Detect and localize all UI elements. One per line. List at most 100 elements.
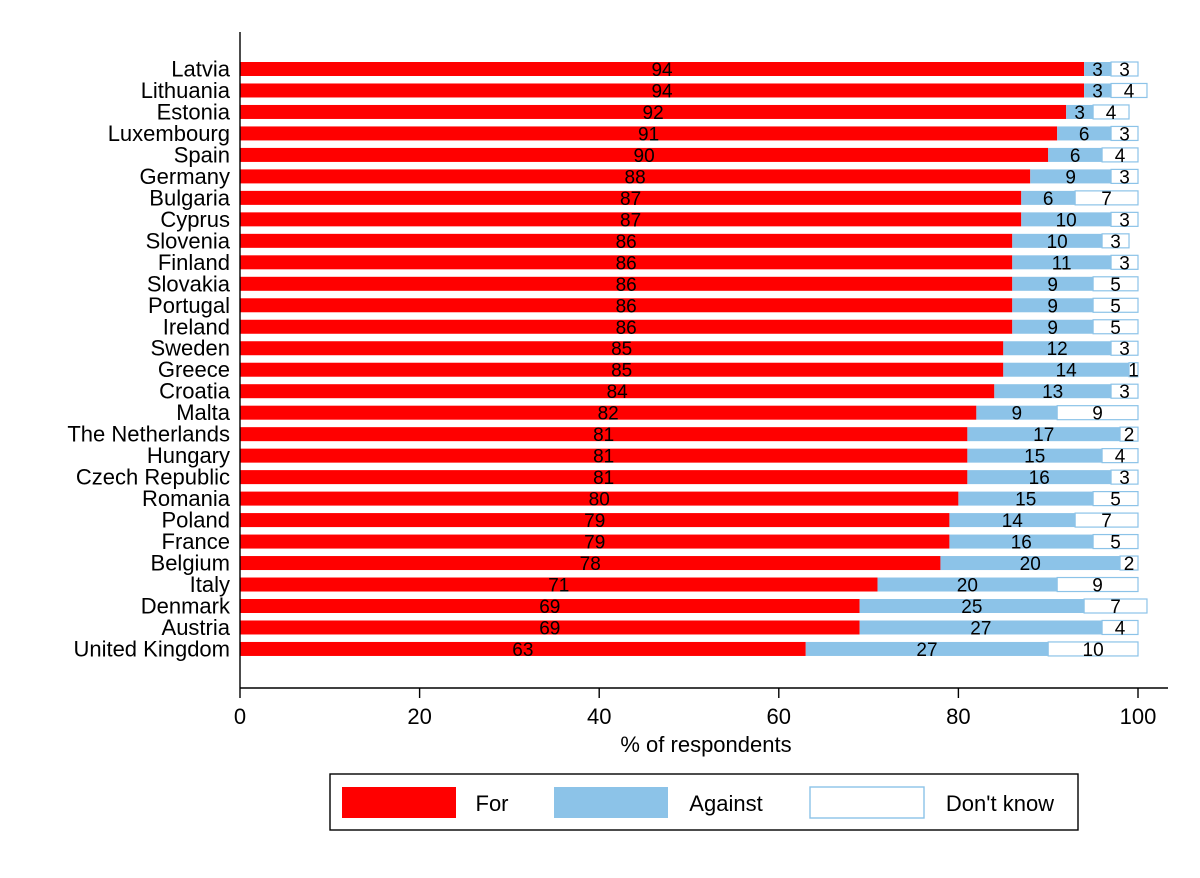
- value-label-spain-for: 90: [634, 146, 655, 167]
- x-tick-label-100: 100: [1120, 704, 1157, 729]
- bar-poland-against: [949, 513, 1076, 528]
- value-label-france-against: 16: [1011, 533, 1032, 554]
- bar-greece-for: [240, 362, 1004, 377]
- value-label-latvia-don-t-know: 3: [1119, 60, 1130, 81]
- category-label-belgium: Belgium: [151, 551, 230, 576]
- value-label-portugal-don-t-know: 5: [1110, 296, 1121, 317]
- value-label-united-kingdom-against: 27: [916, 640, 937, 661]
- axes-layer: 0 20 40 60 80 100: [234, 32, 1168, 729]
- category-label-poland: Poland: [161, 508, 230, 533]
- bar-ireland-don-t-know: [1092, 319, 1139, 335]
- bar-austria-against: [859, 620, 1103, 635]
- value-label-malta-against: 9: [1011, 404, 1022, 425]
- bar-united-kingdom-against: [805, 641, 1049, 656]
- bar-germany-for: [240, 169, 1031, 184]
- bar-france-don-t-know: [1092, 533, 1139, 550]
- value-label-belgium-for: 78: [580, 554, 601, 575]
- value-label-finland-for: 86: [616, 253, 637, 274]
- bar-bulgaria-for: [240, 190, 1022, 205]
- category-label-czech-republic: Czech Republic: [76, 465, 230, 490]
- bar-poland-for: [240, 513, 950, 528]
- x-axis-title: % of respondents: [620, 732, 791, 757]
- value-label-bulgaria-against: 6: [1043, 189, 1054, 210]
- bar-germany-against: [1030, 169, 1112, 184]
- legend: For Against Don't know: [329, 773, 1079, 831]
- value-label-austria-against: 27: [970, 618, 991, 639]
- value-label-belgium-don-t-know: 2: [1124, 554, 1135, 575]
- bar-ireland-for: [240, 319, 1013, 334]
- bar-croatia-for: [240, 384, 995, 399]
- bar-sweden-for: [240, 341, 1004, 356]
- bar-poland-don-t-know: [1074, 512, 1139, 528]
- bar-bulgaria-don-t-know: [1074, 190, 1139, 206]
- value-label-latvia-for: 94: [651, 60, 673, 81]
- value-label-cyprus-don-t-know: 3: [1119, 210, 1130, 231]
- category-label-slovakia: Slovakia: [147, 271, 231, 296]
- value-label-sweden-against: 12: [1047, 339, 1068, 360]
- value-label-poland-for: 79: [584, 511, 605, 532]
- bar-spain-for: [240, 147, 1049, 162]
- value-label-the-netherlands-against: 17: [1033, 425, 1054, 446]
- bar-italy-against: [877, 577, 1058, 592]
- bar-estonia-against: [1066, 104, 1094, 119]
- value-label-czech-republic-against: 16: [1029, 468, 1050, 489]
- value-label-czech-republic-don-t-know: 3: [1119, 468, 1130, 489]
- value-label-estonia-don-t-know: 4: [1106, 103, 1117, 124]
- value-label-germany-don-t-know: 3: [1119, 167, 1130, 188]
- bar-belgium-for: [240, 556, 941, 571]
- bar-ireland-against: [1012, 319, 1094, 334]
- legend-swatch-for: [342, 787, 456, 818]
- value-label-luxembourg-against: 6: [1079, 124, 1090, 145]
- category-label-estonia: Estonia: [157, 99, 231, 124]
- bar-greece-against: [1003, 362, 1130, 377]
- bar-the-netherlands-don-t-know: [1119, 426, 1139, 442]
- bar-luxembourg-against: [1057, 126, 1112, 141]
- bar-cyprus-against: [1021, 212, 1112, 227]
- category-label-italy: Italy: [190, 572, 230, 597]
- category-label-denmark: Denmark: [141, 594, 231, 619]
- category-label-hungary: Hungary: [147, 443, 230, 468]
- bar-belgium-don-t-know: [1119, 555, 1139, 571]
- bar-cyprus-don-t-know: [1110, 211, 1139, 227]
- bar-malta-don-t-know: [1056, 405, 1139, 421]
- value-label-latvia-against: 3: [1092, 60, 1103, 81]
- value-label-austria-for: 69: [539, 618, 560, 639]
- value-label-estonia-for: 92: [643, 103, 664, 124]
- value-label-slovakia-don-t-know: 5: [1110, 275, 1121, 296]
- bar-malta-for: [240, 405, 977, 420]
- bar-italy-for: [240, 577, 878, 592]
- category-label-spain: Spain: [174, 142, 230, 167]
- x-tick-label-0: 0: [234, 704, 246, 729]
- bar-lithuania-against: [1084, 83, 1112, 98]
- value-label-malta-don-t-know: 9: [1092, 404, 1103, 425]
- x-tick-label-60: 60: [767, 704, 791, 729]
- value-label-slovenia-don-t-know: 3: [1110, 232, 1121, 253]
- value-label-the-netherlands-for: 81: [593, 425, 614, 446]
- bar-latvia-against: [1084, 62, 1112, 76]
- value-label-sweden-don-t-know: 3: [1119, 339, 1130, 360]
- bar-france-for: [240, 534, 950, 549]
- value-label-italy-for: 71: [548, 576, 569, 597]
- value-label-estonia-against: 3: [1074, 103, 1085, 124]
- bar-estonia-for: [240, 104, 1067, 119]
- value-label-spain-don-t-know: 4: [1115, 146, 1126, 167]
- value-label-finland-don-t-know: 3: [1119, 253, 1130, 274]
- value-label-sweden-for: 85: [611, 339, 632, 360]
- bar-slovakia-against: [1012, 276, 1094, 291]
- bar-latvia-for: [240, 62, 1085, 76]
- bar-the-netherlands-against: [967, 427, 1121, 442]
- bar-united-kingdom-for: [240, 641, 806, 656]
- bar-cyprus-for: [240, 212, 1022, 227]
- bar-romania-don-t-know: [1092, 491, 1139, 507]
- bar-hungary-against: [967, 448, 1103, 463]
- bar-hungary-for: [240, 448, 968, 463]
- value-label-slovenia-against: 10: [1047, 232, 1068, 253]
- bars-layer: [240, 61, 1148, 657]
- value-label-greece-don-t-know: 1: [1128, 361, 1139, 382]
- bar-luxembourg-for: [240, 126, 1058, 141]
- bar-finland-don-t-know: [1110, 254, 1139, 270]
- value-label-croatia-against: 13: [1042, 382, 1063, 403]
- bar-estonia-don-t-know: [1092, 104, 1130, 120]
- bar-hungary-don-t-know: [1101, 448, 1139, 464]
